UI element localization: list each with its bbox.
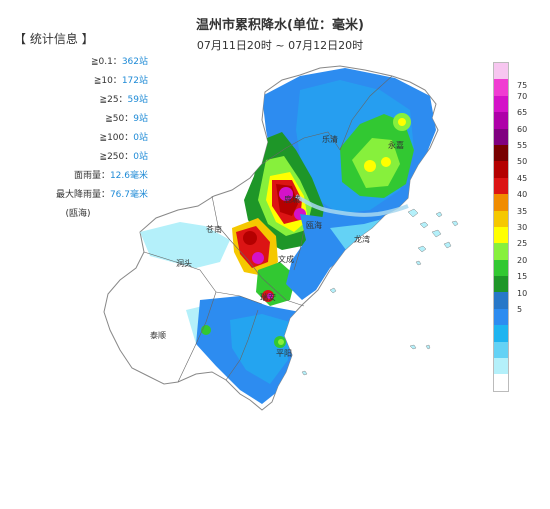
stat-row: 最大降雨量：76.7毫米 — [8, 186, 148, 205]
legend-swatch — [494, 112, 508, 129]
legend-swatch — [494, 259, 508, 277]
stat-label: ≧25： — [99, 95, 128, 105]
legend-swatch — [494, 144, 508, 162]
ou-river — [294, 194, 409, 217]
legend-tick-label: 65 — [517, 108, 528, 118]
legend-swatch — [494, 358, 508, 375]
stat-value: 362站 — [121, 57, 148, 67]
label-dongtou: 洞头 — [176, 258, 192, 268]
stat-label: ≧250： — [99, 152, 134, 162]
legend-tick-label: 55 — [517, 141, 528, 150]
place-labels: 乐清 永嘉 鹿城 瓯海 龙湾 洞头 文成 瑞安 泰顺 平阳 苍南 — [150, 134, 404, 358]
stat-label: 面雨量： — [73, 171, 110, 181]
map-time-range: 07月11日20时 ~ 07月12日20时 — [196, 39, 364, 52]
legend-tick-label: 70 — [517, 91, 528, 101]
county-borders — [143, 75, 393, 383]
legend-swatch — [494, 308, 508, 326]
stat-label: ≧10： — [93, 76, 122, 86]
stat-row: ≧0.1：362站 — [8, 53, 148, 72]
legend-swatch — [494, 128, 508, 145]
legend-swatch — [494, 374, 508, 391]
legend-tick-label: 10 — [517, 288, 528, 298]
stats-title: 【 统计信息 】 — [14, 32, 94, 46]
legend-tick-label: 25 — [517, 239, 528, 249]
legend-swatch — [494, 194, 508, 211]
offshore-islands — [301, 208, 459, 376]
stat-value: 76.7毫米 — [109, 190, 148, 200]
stat-value: 59站 — [127, 95, 148, 105]
legend-tick-label: 40 — [517, 190, 528, 200]
legend-swatch — [494, 243, 508, 260]
label-ouhai: 瓯海 — [306, 220, 322, 230]
legend-swatch — [494, 341, 508, 359]
stat-row: ≧10：172站 — [8, 72, 148, 91]
legend-swatch — [494, 63, 508, 80]
legend-tick-label: 20 — [517, 255, 528, 265]
stat-value: 0站 — [133, 133, 148, 143]
stat-row: ≧100：0站 — [8, 129, 148, 148]
stat-row: 面雨量：12.6毫米 — [8, 167, 148, 186]
stat-value: 12.6毫米 — [109, 171, 148, 181]
stat-label: ≧50： — [105, 114, 134, 124]
legend-swatch — [494, 226, 508, 244]
label-yueqing: 乐清 — [322, 134, 338, 144]
stat-value: 0站 — [133, 152, 148, 162]
label-taishun: 泰顺 — [150, 330, 166, 340]
stats-rows: ≧0.1：362站 ≧10：172站 ≧25：59站 ≧50：9站 ≧100：0站 ≧25… — [8, 53, 148, 205]
stat-value: 9站 — [133, 114, 148, 124]
stat-row: ≧25：59站 — [8, 91, 148, 110]
label-lucheng: 鹿城 — [284, 194, 300, 204]
legend-tick-label: 35 — [517, 206, 528, 216]
legend-swatch — [494, 325, 508, 342]
legend-tick-label: 15 — [517, 272, 528, 282]
stat-label: ≧100： — [99, 133, 134, 143]
legend-swatch — [494, 292, 508, 309]
legend-swatch — [494, 276, 508, 293]
color-legend — [493, 62, 509, 392]
legend-tick-label: 75 — [517, 81, 528, 91]
stat-row: ≧50：9站 — [8, 110, 148, 129]
legend-tick-label: 5 — [517, 305, 523, 314]
legend-swatch — [494, 95, 508, 113]
stats-panel: 【 统计信息 】 ≧0.1：362站 ≧10：172站 ≧25：59站 ≧50：9站 ≧… — [8, 30, 148, 224]
legend-tick-label: 50 — [517, 157, 528, 167]
map-title: 温州市累积降水(单位：毫米) — [196, 18, 364, 33]
legend-swatch — [494, 161, 508, 178]
legend-swatch — [494, 210, 508, 227]
stats-max-station: (瓯海) — [65, 209, 91, 219]
label-ruian: 瑞安 — [260, 292, 276, 302]
label-yongjia: 永嘉 — [388, 140, 404, 150]
legend-swatch — [494, 79, 508, 96]
stat-row: ≧250：0站 — [8, 148, 148, 167]
rainfall-field — [140, 68, 436, 404]
legend-tick-label: 30 — [517, 223, 528, 232]
legend-tick-label: 45 — [517, 173, 528, 183]
label-wencheng: 文成 — [278, 254, 294, 264]
label-longwan: 龙湾 — [354, 234, 370, 244]
stat-label: ≧0.1： — [90, 57, 122, 67]
legend-tick-label: 60 — [517, 124, 528, 134]
stat-value: 172站 — [121, 76, 148, 86]
legend-swatch — [494, 177, 508, 195]
label-cangnan: 苍南 — [206, 224, 222, 234]
stat-label: 最大降雨量： — [55, 190, 110, 200]
label-pingyang: 平阳 — [276, 349, 292, 358]
